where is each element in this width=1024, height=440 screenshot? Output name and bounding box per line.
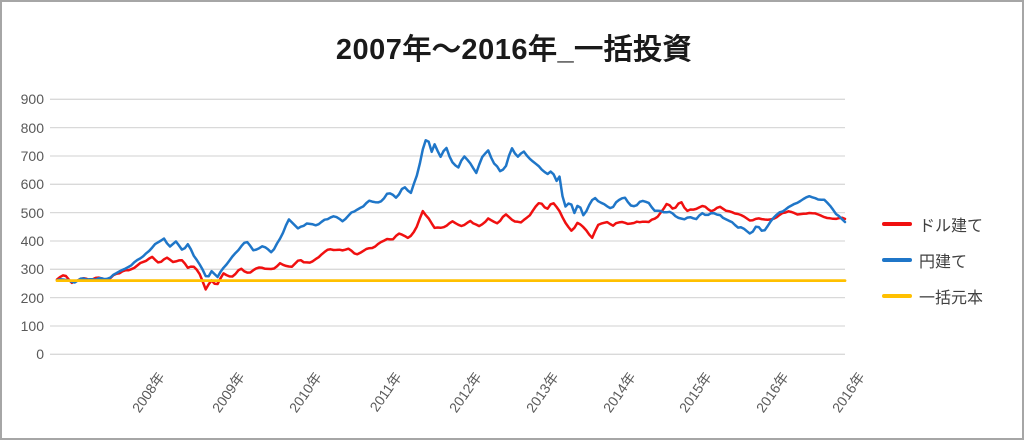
y-axis-tick-label: 900 [20,91,44,107]
legend-label: 一括元本 [919,290,984,307]
y-axis-tick-label: 500 [20,205,44,221]
y-axis-tick-label: 400 [20,233,44,249]
legend-swatch-icon [882,222,912,226]
legend-label: 円建て [919,254,968,271]
y-axis-tick-label: 100 [20,318,44,334]
legend-item-2[interactable]: 一括元本 [882,284,983,308]
y-axis-tick-label: 800 [20,120,44,136]
series-line-1 [55,139,847,284]
y-axis-tick-label: 700 [20,148,44,164]
series-line-0 [55,201,847,291]
legend-item-1[interactable]: 円建て [882,248,983,272]
legend-swatch-icon [882,258,912,262]
y-axis-tick-label: 0 [36,346,44,362]
y-axis-tick-label: 300 [20,261,44,277]
chart-title: 2007年～2016年_一括投資 [335,34,693,66]
y-axis-tick-label: 600 [20,176,44,192]
legend-label: ドル建て [919,218,984,235]
legend-item-0[interactable]: ドル建て [882,212,983,236]
y-axis-tick-label: 200 [20,290,44,306]
chart-legend: ドル建て円建て一括元本 [882,212,983,320]
legend-swatch-icon [882,294,912,298]
